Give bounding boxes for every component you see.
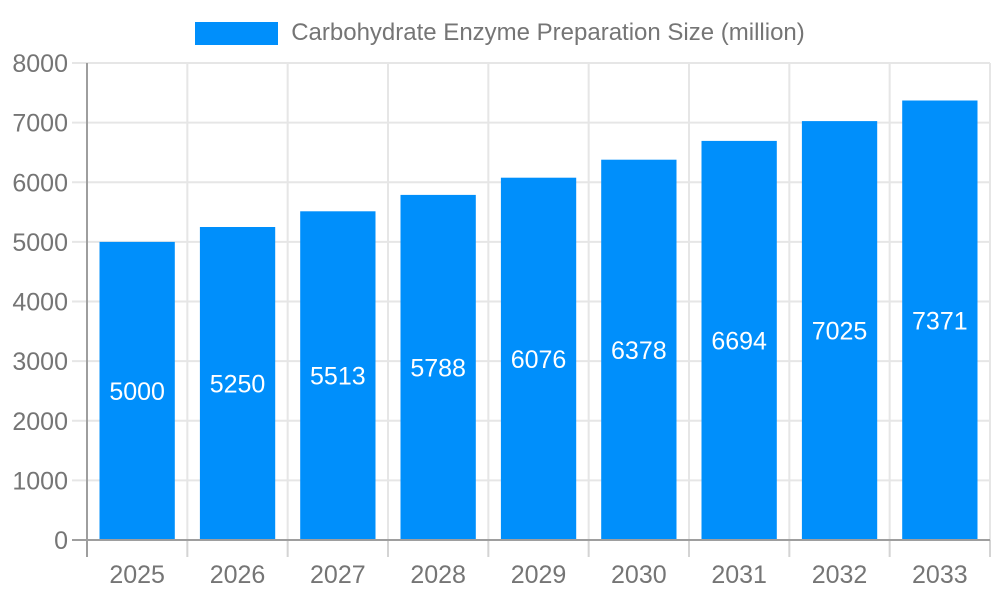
bar-value-label: 7371 [912,307,968,335]
bar-2025[interactable] [99,241,175,540]
x-axis-label: 2026 [210,561,266,589]
bar-2029[interactable] [500,177,577,540]
x-axis-label: 2025 [109,561,165,589]
bar-value-label: 6378 [611,337,667,365]
x-axis-label: 2033 [912,561,968,589]
bar-value-label: 5250 [210,370,266,398]
y-axis-label: 8000 [12,50,68,78]
y-axis-label: 1000 [12,467,68,495]
bar-value-label: 6694 [711,327,767,355]
legend-swatch [195,21,279,45]
bar-value-label: 7025 [812,318,868,346]
x-axis-label: 2027 [310,561,366,589]
y-axis-label: 0 [54,527,68,555]
y-axis-label: 2000 [12,408,68,436]
legend-label: Carbohydrate Enzyme Preparation Size (mi… [291,19,805,46]
bar-value-label: 6076 [511,346,567,374]
bar-2033[interactable] [902,100,978,541]
bar-2026[interactable] [199,227,276,540]
y-axis-label: 5000 [12,229,68,257]
y-axis-label: 3000 [12,348,68,376]
bar-2031[interactable] [701,140,777,540]
bar-2032[interactable] [801,121,878,540]
x-axis-label: 2030 [611,561,667,589]
y-axis-label: 7000 [12,110,68,138]
bar-2030[interactable] [601,159,677,540]
chart-legend[interactable]: Carbohydrate Enzyme Preparation Size (mi… [0,19,1000,47]
x-axis-label: 2028 [410,561,466,589]
bar-value-label: 5788 [410,354,466,382]
bar-value-label: 5513 [310,363,366,391]
bar-2027[interactable] [300,211,376,541]
x-axis-label: 2032 [812,561,868,589]
bar-value-label: 5000 [109,378,165,406]
y-axis-label: 4000 [12,289,68,317]
x-axis-label: 2029 [511,561,567,589]
x-axis-label: 2031 [711,561,767,589]
bar-2028[interactable] [400,194,476,540]
y-axis-label: 6000 [12,169,68,197]
